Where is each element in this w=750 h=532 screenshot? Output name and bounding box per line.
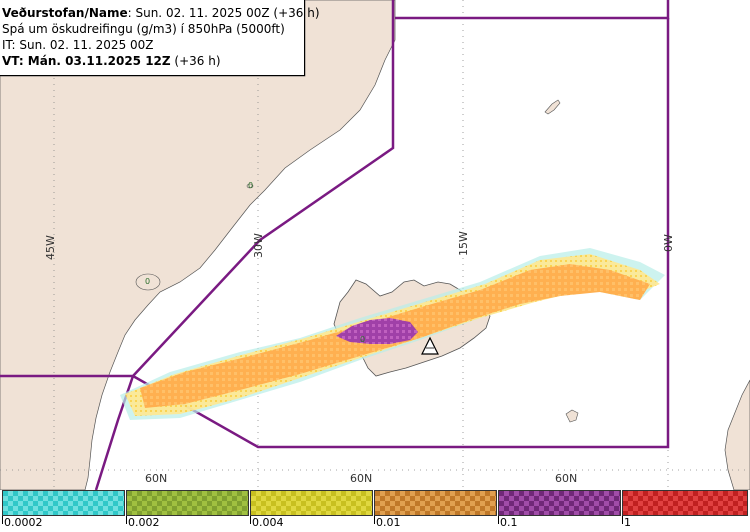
volcano-triangle-icon[interactable]	[421, 336, 439, 355]
lat-label-60n: 60N	[145, 472, 167, 485]
legend-bin-3	[250, 490, 373, 516]
legend-bin-5	[498, 490, 621, 516]
legend-label-1: 1	[624, 516, 631, 529]
legend-bin-4	[374, 490, 497, 516]
greenland-coast-patch	[135, 273, 161, 291]
legend-tick	[374, 516, 375, 524]
legend-tick	[250, 516, 251, 524]
legend-label-0.1: 0.1	[500, 516, 518, 529]
contour-mark: 0	[145, 277, 150, 286]
legend-label-0.002: 0.002	[128, 516, 160, 529]
ash-dispersion-map: 0 0 0 45W 30W 15W 0W 60N 60N 60N	[0, 0, 750, 490]
concentration-legend: 0.0002 0.002 0.004 0.01 0.1 1	[0, 490, 750, 532]
legend-label-0.004: 0.004	[252, 516, 284, 529]
lon-label-30w: 30W	[252, 233, 265, 258]
ash-plume	[120, 248, 665, 420]
legend-tick	[2, 516, 3, 524]
legend-bin-2	[126, 490, 249, 516]
header-line-1: Veðurstofan/Name: Sun. 02. 11. 2025 00Z …	[2, 5, 320, 21]
lat-label-60n: 60N	[555, 472, 577, 485]
lat-label-60n: 60N	[350, 472, 372, 485]
ash-purple-core	[336, 318, 418, 344]
lon-label-0w: 0W	[662, 234, 675, 252]
latitude-labels: 60N 60N 60N	[145, 472, 577, 485]
legend-tick	[126, 516, 127, 524]
legend-label-0.01: 0.01	[376, 516, 401, 529]
header-line-3: IT: Sun. 02. 11. 2025 00Z	[2, 38, 154, 52]
valid-time-label: VT: Mán. 03.11.2025 12Z	[2, 54, 171, 68]
header-line-2: Spá um öskudreifingu (g/m3) í 850hPa (50…	[2, 22, 285, 36]
jan-mayen-island	[544, 99, 561, 115]
greenland-land	[0, 0, 396, 490]
legend-bin-6	[622, 490, 748, 516]
lon-label-15w: 15W	[457, 231, 470, 256]
legend-tick	[498, 516, 499, 524]
legend-label-0.0002: 0.0002	[4, 516, 43, 529]
run-time-text: : Sun. 02. 11. 2025 00Z (+36 h)	[127, 6, 320, 20]
faroe-islands	[565, 409, 579, 423]
header-line-4: VT: Mán. 03.11.2025 12Z (+36 h)	[2, 53, 304, 69]
agency-label: Veðurstofan/Name	[2, 6, 128, 20]
contour-mark: 0	[248, 181, 253, 190]
longitude-labels: 45W 30W 15W 0W	[44, 231, 675, 260]
lon-label-45w: 45W	[44, 235, 57, 260]
legend-tick	[622, 516, 623, 524]
legend-bin-1	[2, 490, 125, 516]
norway-coast	[724, 379, 750, 490]
valid-time-offset: (+36 h)	[170, 54, 221, 68]
contour-mark: 0	[360, 335, 365, 344]
contour-marks: 0 0 0	[145, 181, 365, 344]
greenland-island-small	[246, 183, 254, 189]
forecast-info-box: Veðurstofan/Name: Sun. 02. 11. 2025 00Z …	[0, 0, 320, 76]
